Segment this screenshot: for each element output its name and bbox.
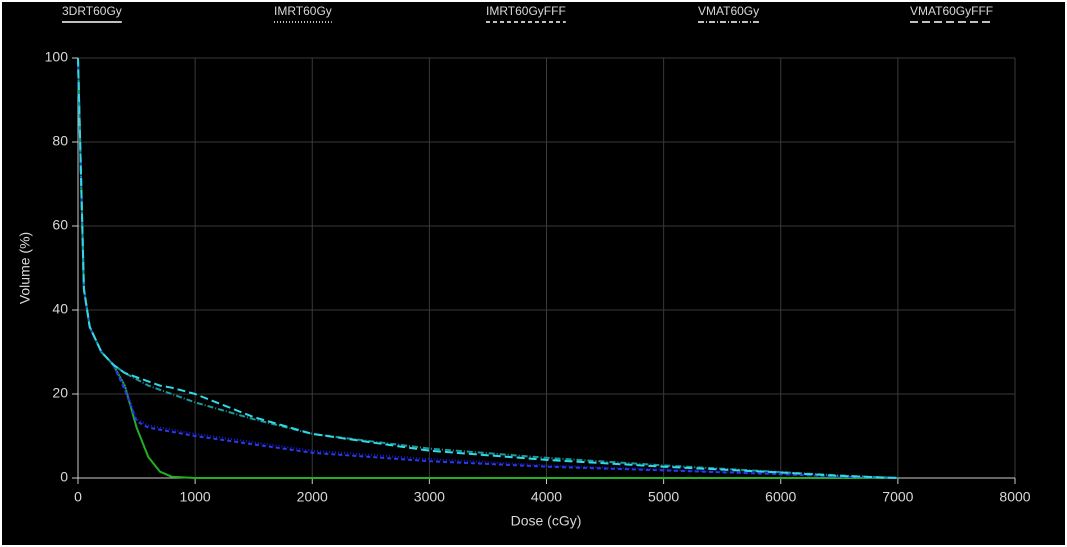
x-tick-label: 0	[74, 489, 82, 505]
x-tick-label: 7000	[882, 489, 913, 505]
series-line	[77, 57, 898, 479]
y-tick-label: 80	[52, 133, 68, 149]
y-tick-label: 40	[52, 301, 68, 317]
legend-label: 3DRT60Gy	[62, 4, 122, 18]
y-tick-label: 0	[60, 469, 68, 485]
y-tick-label: 60	[52, 217, 68, 233]
y-axis-label: Volume (%)	[17, 232, 33, 304]
x-tick-label: 3000	[414, 489, 445, 505]
legend-label: VMAT60GyFFF	[910, 4, 993, 18]
x-tick-label: 4000	[531, 489, 562, 505]
x-tick-label: 8000	[999, 489, 1030, 505]
series-line	[77, 57, 898, 479]
legend-label: IMRT60GyFFF	[486, 4, 566, 18]
x-tick-label: 6000	[765, 489, 796, 505]
legend-label: IMRT60Gy	[274, 4, 332, 18]
y-tick-label: 20	[52, 385, 68, 401]
x-tick-label: 1000	[180, 489, 211, 505]
x-tick-label: 2000	[297, 489, 328, 505]
legend-label: VMAT60Gy	[698, 4, 759, 18]
x-axis-label: Dose (cGy)	[511, 513, 582, 529]
y-tick-label: 100	[45, 49, 69, 65]
x-tick-label: 5000	[648, 489, 679, 505]
